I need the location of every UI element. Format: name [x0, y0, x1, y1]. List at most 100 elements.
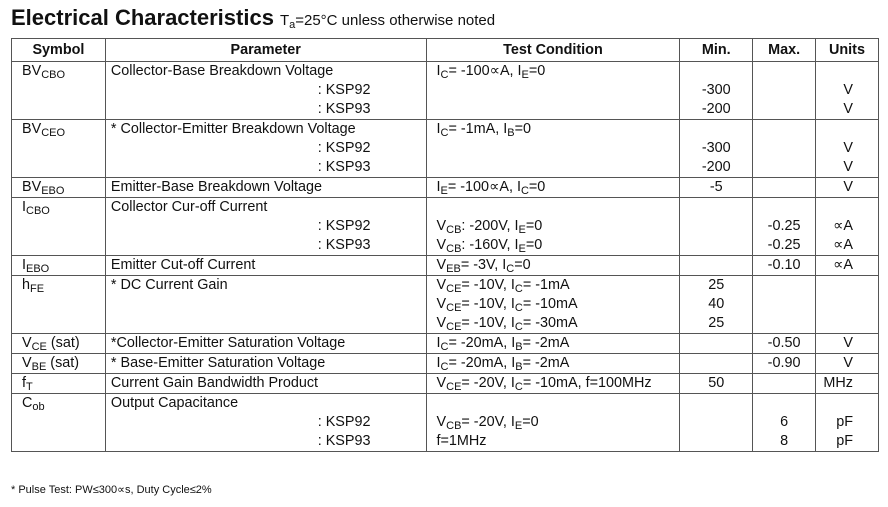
symbol-cell: BVCBO [11, 61, 106, 120]
parameter-line: Current Gain Bandwidth Product [110, 375, 319, 391]
max-value: -0.90 [767, 355, 801, 371]
units-value: V [843, 140, 853, 156]
parameter-line: : KSP93 [317, 237, 371, 253]
condition-line: IC= -100∝A, IE=0 [436, 63, 546, 81]
header-symbol: Symbol [11, 38, 106, 62]
max-value [753, 62, 815, 81]
max-value [753, 139, 815, 158]
min-cell [679, 393, 754, 452]
min-value: -200 [701, 159, 731, 175]
max-value [753, 374, 815, 393]
max-value: 6 [780, 414, 789, 430]
units-value: V [843, 355, 853, 371]
units-value: pF [836, 414, 853, 430]
test-condition-cell: IC= -100∝A, IE=0 [425, 61, 681, 120]
min-value: -300 [701, 140, 731, 156]
max-value [753, 158, 815, 177]
max-cell: -0.90 [752, 353, 816, 374]
min-value: -200 [701, 101, 731, 117]
max-cell [752, 119, 816, 178]
condition-line [427, 394, 680, 413]
min-value: 25 [708, 277, 725, 293]
header-min: Min. [679, 38, 754, 62]
min-value [680, 432, 752, 451]
units-cell: ∝A [815, 255, 879, 276]
max-value [753, 394, 815, 413]
units-value [816, 295, 878, 314]
symbol-text: Cob [22, 395, 45, 413]
max-value [753, 295, 815, 314]
condition-line: VCE= -10V, IC= -30mA [436, 315, 578, 333]
max-cell [752, 275, 816, 334]
parameter-line: : KSP92 [317, 82, 371, 98]
max-value [753, 100, 815, 119]
parameter-line: * Base-Emitter Saturation Voltage [110, 355, 326, 371]
min-value [680, 413, 752, 432]
max-value [753, 178, 815, 197]
parameter-line: : KSP92 [317, 140, 371, 156]
units-value [816, 394, 878, 413]
condition-line: IE= -100∝A, IC=0 [436, 179, 546, 197]
condition-line: IC= -20mA, IB= -2mA [436, 355, 570, 373]
header-test-condition: Test Condition [425, 38, 681, 62]
condition-line [427, 81, 680, 100]
condition-line: IC= -1mA, IB=0 [436, 121, 532, 139]
min-value [680, 120, 752, 139]
condition-line [427, 139, 680, 158]
parameter-line: * Collector-Emitter Breakdown Voltage [110, 121, 356, 137]
table-row: IEBO Emitter Cut-off Current VEB= -3V, IC=… [11, 255, 879, 276]
max-value [753, 120, 815, 139]
symbol-cell: IEBO [11, 255, 106, 276]
parameter-cell: Output Capacitance: KSP92: KSP93 [104, 393, 427, 452]
condition-line: VCB= -20V, IE=0 [436, 414, 539, 432]
units-cell [815, 275, 879, 334]
symbol-text: BVCBO [22, 63, 66, 81]
min-value: 50 [708, 375, 725, 391]
symbol-cell: fT [11, 373, 106, 394]
max-cell: -0.10 [752, 255, 816, 276]
max-value [753, 198, 815, 217]
parameter-cell: Collector Cur-off Current: KSP92: KSP93 [104, 197, 427, 256]
units-value: V [843, 335, 853, 351]
units-value [816, 314, 878, 333]
table-row: BVCBO Collector-Base Breakdown Voltage : K… [11, 61, 879, 120]
table-body: BVCBO Collector-Base Breakdown Voltage : K… [11, 61, 879, 452]
symbol-text: hFE [22, 277, 45, 295]
condition-line: VCB: -200V, IE=0 [436, 218, 543, 236]
min-value: 25 [708, 315, 725, 331]
parameter-line: : KSP93 [317, 101, 371, 117]
units-value [816, 276, 878, 295]
test-condition-cell: IC= -1mA, IB=0 [425, 119, 681, 178]
parameter-cell: * Collector-Emitter Breakdown Voltage : K… [104, 119, 427, 178]
parameter-line: * DC Current Gain [110, 277, 228, 293]
units-value: MHz [823, 375, 853, 391]
min-value: -300 [701, 82, 731, 98]
test-condition-cell: IC= -20mA, IB= -2mA [425, 353, 681, 374]
condition-line [427, 198, 680, 217]
table-row: fT Current Gain Bandwidth Product VCE= -20… [11, 373, 879, 394]
symbol-cell: Cob [11, 393, 106, 452]
symbol-text: IEBO [22, 257, 50, 275]
parameter-line: : KSP92 [317, 414, 371, 430]
max-value: -0.50 [767, 335, 801, 351]
min-value [680, 256, 752, 275]
parameter-line: Collector-Base Breakdown Voltage [110, 63, 334, 79]
min-value [680, 334, 752, 353]
title-main: Electrical Characteristics [11, 5, 274, 30]
max-value [753, 276, 815, 295]
parameter-cell: * DC Current Gain [104, 275, 427, 334]
table-row: BVEBO Emitter-Base Breakdown Voltage IE= -… [11, 177, 879, 198]
min-value [680, 62, 752, 81]
test-condition-cell: VCE= -20V, IC= -10mA, f=100MHz [425, 373, 681, 394]
table-row: ICBO Collector Cur-off Current: KSP92: KS… [11, 197, 879, 256]
min-value [680, 198, 752, 217]
symbol-text: BVEBO [22, 179, 65, 197]
min-value: 40 [708, 296, 725, 312]
min-cell [679, 353, 754, 374]
condition-line: VCB: -160V, IE=0 [436, 237, 543, 255]
header-units: Units [815, 38, 879, 62]
max-value: 8 [780, 433, 789, 449]
parameter-line [106, 295, 426, 314]
table-row: VCE (sat) *Collector-Emitter Saturation V… [11, 333, 879, 354]
